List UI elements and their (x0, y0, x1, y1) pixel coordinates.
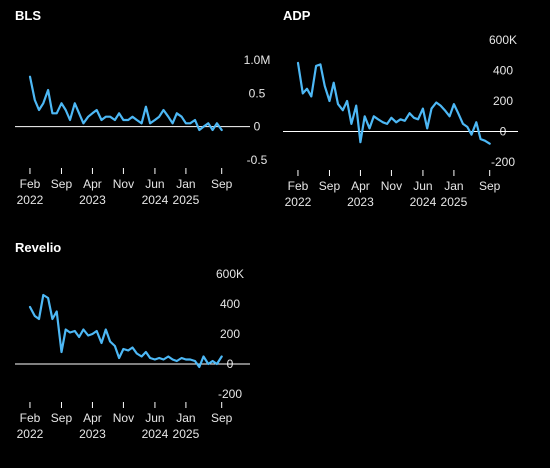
bls-panel: BLS 1.0M 0.5 0 -0.5 Feb 2022 Sep Apr 2023 Nov Jun 2… (0, 0, 275, 230)
x-tick-label: Feb (288, 179, 309, 193)
series-line (28, 293, 223, 369)
y-tick-label: 200 (493, 94, 513, 108)
y-tick-label: 600K (216, 267, 244, 281)
chart-title: Revelio (15, 240, 62, 255)
x-tick-label: Apr (83, 411, 102, 425)
x-tick-year: 2024 (142, 193, 169, 207)
x-tick-label: Feb (20, 177, 41, 191)
x-tick-year: 2025 (173, 427, 200, 441)
x-tick-year: 2025 (441, 195, 468, 209)
y-tick-label: 0 (254, 120, 261, 134)
x-tick-label: Nov (113, 177, 134, 191)
y-tick-label: 200 (220, 327, 240, 341)
x-tick-label: Jan (176, 177, 195, 191)
bls-chart: 1.0M 0.5 0 -0.5 Feb 2022 Sep Apr 2023 Nov Jun 2024 J… (15, 53, 271, 207)
y-tick-label: 600K (489, 33, 517, 47)
chart-title: BLS (15, 8, 41, 23)
revelio-panel: Revelio 600K 400 200 0 -200 Feb 2022 Sep Apr 2023… (0, 234, 275, 468)
x-tick-label: Sep (319, 179, 341, 193)
x-tick-year: 2022 (17, 193, 44, 207)
x-tick-label: Apr (83, 177, 102, 191)
y-tick-label: 400 (220, 297, 240, 311)
x-tick-label: Sep (479, 179, 501, 193)
x-tick-year: 2025 (173, 193, 200, 207)
x-tick-label: Nov (113, 411, 134, 425)
y-tick-label: -200 (491, 155, 515, 169)
x-tick-label: Sep (211, 177, 233, 191)
series-line (296, 61, 491, 145)
x-tick-label: Sep (51, 411, 73, 425)
x-tick-year: 2024 (142, 427, 169, 441)
y-tick-label: 400 (493, 64, 513, 78)
x-tick-year: 2022 (285, 195, 312, 209)
x-tick-label: Jun (145, 177, 164, 191)
series-line (28, 75, 223, 132)
x-tick-year: 2024 (410, 195, 437, 209)
x-tick-label: Jan (176, 411, 195, 425)
x-tick-year: 2023 (79, 193, 106, 207)
x-tick-label: Jun (145, 411, 164, 425)
adp-panel: ADP 600K 400 200 0 -200 Feb 2022 Sep Apr 2023 Nov J… (275, 0, 550, 230)
x-tick-label: Nov (381, 179, 402, 193)
x-tick-label: Sep (51, 177, 73, 191)
y-tick-label: -0.5 (247, 153, 268, 167)
x-tick-label: Feb (20, 411, 41, 425)
y-tick-label: 1.0M (244, 53, 271, 67)
x-tick-year: 2023 (79, 427, 106, 441)
x-tick-label: Sep (211, 411, 233, 425)
x-tick-label: Jan (444, 179, 463, 193)
chart-title: ADP (283, 8, 311, 23)
x-tick-label: Jun (413, 179, 432, 193)
x-tick-label: Apr (351, 179, 370, 193)
x-tick-year: 2023 (347, 195, 374, 209)
x-tick-year: 2022 (17, 427, 44, 441)
y-tick-label: -200 (218, 387, 242, 401)
y-tick-label: 0.5 (249, 86, 266, 100)
